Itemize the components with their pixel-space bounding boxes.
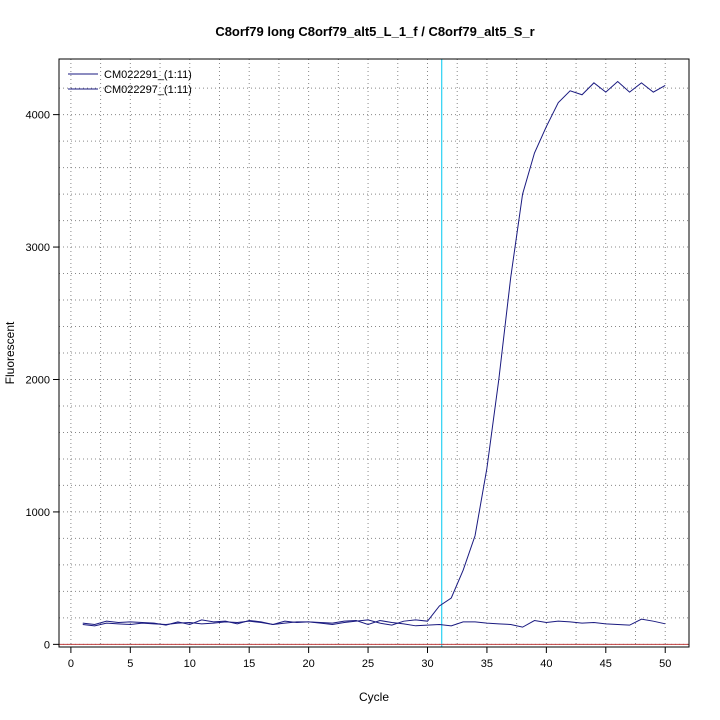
- plot-frame: [58, 58, 690, 648]
- series-layer: [82, 80, 666, 628]
- x-tick-label: 10: [184, 658, 196, 670]
- chart-title: C8orf79 long C8orf79_alt5_L_1_f / C8orf7…: [215, 24, 534, 39]
- x-tick-label: 35: [481, 658, 493, 670]
- threshold-layer: [59, 59, 689, 647]
- legend: CM022291_(1:11) CM022297_(1:11): [68, 69, 192, 96]
- legend-label-series-2: CM022297_(1:11): [104, 84, 192, 96]
- x-axis: 0 5 10 15 20 25 30 35 40 45 50: [68, 647, 671, 670]
- x-tick-label: 50: [659, 658, 671, 670]
- y-tick-label: 4000: [26, 110, 50, 122]
- series-line-1: [82, 80, 666, 627]
- y-tick-label: 0: [44, 639, 50, 651]
- grid: [59, 59, 689, 647]
- y-axis: 0 1000 2000 3000 4000: [26, 110, 59, 651]
- x-tick-label: 0: [68, 658, 74, 670]
- x-axis-label: Cycle: [359, 690, 389, 704]
- y-axis-label: Fluorescent: [3, 321, 17, 384]
- x-tick-label: 45: [600, 658, 612, 670]
- x-tick-label: 30: [421, 658, 433, 670]
- x-tick-label: 5: [127, 658, 133, 670]
- x-tick-label: 20: [302, 658, 314, 670]
- series-line-2: [82, 618, 666, 628]
- x-tick-label: 25: [362, 658, 374, 670]
- legend-label-series-1: CM022291_(1:11): [104, 69, 192, 81]
- y-tick-label: 1000: [26, 507, 50, 519]
- y-tick-label: 3000: [26, 242, 50, 254]
- y-tick-label: 2000: [26, 374, 50, 386]
- x-tick-label: 15: [243, 658, 255, 670]
- x-tick-label: 40: [540, 658, 552, 670]
